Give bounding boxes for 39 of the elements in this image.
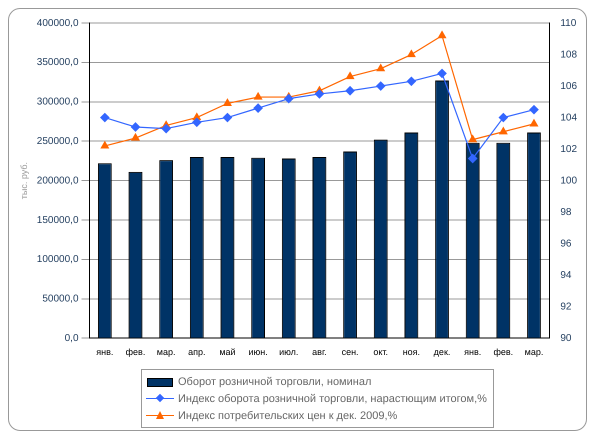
- x-tick-label: окт.: [373, 347, 388, 358]
- x-tick-label: янв.: [464, 347, 482, 358]
- legend-label: Оборот розничной торговли, номинал: [178, 376, 372, 388]
- y-axis-title: тыс. руб.: [18, 162, 29, 200]
- legend-label: Индекс потребительских цен к дек. 2009,%: [178, 410, 398, 422]
- x-tick-label: фев.: [126, 347, 146, 358]
- y-tick-label: 350000,0: [36, 57, 79, 68]
- x-tick-label: янв.: [96, 347, 114, 358]
- x-tick-label: фев.: [493, 347, 514, 358]
- x-tick-label: апр.: [188, 347, 206, 358]
- x-tick-label: мар.: [524, 347, 544, 358]
- x-tick-label: авг.: [312, 347, 327, 358]
- y-tick-label: 200000,0: [36, 175, 79, 186]
- y-tick-label: 0,0: [64, 332, 79, 344]
- y2-tick-label: 90: [560, 332, 572, 344]
- x-tick-label: июл.: [279, 347, 298, 358]
- x-tick-label: май: [219, 347, 236, 358]
- y2-tick-label: 92: [560, 301, 572, 312]
- y-tick-label: 250000,0: [36, 136, 79, 147]
- y2-tick-label: 98: [560, 206, 572, 218]
- y-tick-label: 50000,0: [42, 294, 79, 305]
- y2-tick-label: 100: [560, 175, 578, 186]
- y2-tick-label: 94: [560, 270, 572, 281]
- x-tick-label: июн.: [248, 347, 268, 358]
- x-tick-label: сен.: [342, 347, 359, 358]
- y-tick-label: 150000,0: [36, 214, 79, 226]
- y2-tick-label: 106: [560, 80, 578, 92]
- x-tick-label: мар.: [156, 347, 176, 358]
- y2-tick-label: 96: [560, 238, 572, 250]
- x-tick-label: ноя.: [402, 347, 420, 358]
- y2-tick-label: 104: [560, 112, 578, 124]
- y2-tick-label: 102: [560, 144, 578, 155]
- y-tick-label: 300000,0: [36, 96, 79, 108]
- y2-tick-label: 110: [560, 18, 577, 29]
- legend-label: Индекс оборота розничной торговли, нарастющим итогом,%: [178, 392, 487, 404]
- y-tick-label: 400000,0: [36, 18, 79, 29]
- y2-tick-label: 108: [560, 49, 578, 60]
- x-tick-label: дек.: [434, 347, 450, 358]
- y-tick-label: 100000,0: [36, 254, 79, 266]
